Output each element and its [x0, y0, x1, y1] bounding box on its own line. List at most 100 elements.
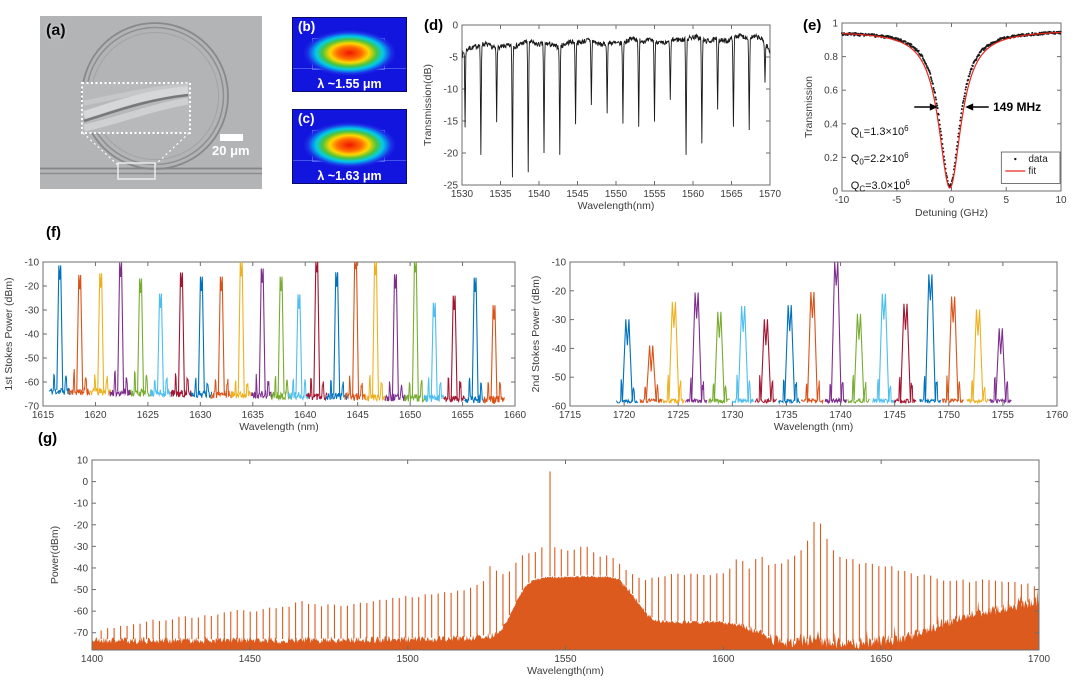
y-tick-label: -70	[25, 402, 40, 413]
noise-trace	[443, 377, 465, 404]
noise-trace	[230, 380, 253, 400]
stokes-traces	[615, 261, 1012, 405]
stokes-peak	[137, 278, 145, 392]
stokes-peak	[76, 274, 84, 391]
noise-trace	[824, 381, 848, 405]
stokes-peak	[177, 272, 185, 393]
noise-trace	[109, 370, 132, 398]
y-tick-label: -20	[74, 520, 89, 531]
inset-waveguide-curve1	[83, 83, 189, 106]
coupling-region-box	[117, 162, 156, 180]
fit-curve	[841, 31, 1062, 189]
noise-trace	[423, 377, 445, 403]
noise-trace	[344, 375, 367, 401]
x-tick-label: 1740	[829, 410, 852, 421]
noise-trace	[662, 374, 685, 405]
noise-trace	[48, 373, 71, 395]
y-axis-label: Transmission(dB)	[422, 64, 434, 146]
noise-trace	[68, 368, 91, 396]
y-tick-label: -10	[552, 258, 567, 269]
first-stokes-chart: 1615 1620 1625 1630 1635 1640 1645 1650 1655 1660…	[3, 258, 527, 434]
x-tick-label: 1555	[643, 189, 666, 200]
axes-frame: -10 -5 0 5 10 0 0.2 0.4 0.6 0.8 1 Detuning (GHz) Tra…	[803, 19, 1067, 220]
panel-c-caption: λ ~1.63 μm	[317, 169, 382, 183]
linewidth-value-text: 149 MHz	[993, 100, 1041, 114]
stokes-traces	[48, 261, 505, 404]
stokes-peak	[97, 273, 105, 391]
callout-line-left	[82, 132, 120, 167]
x-axis-label: Wavelength (nm)	[239, 421, 319, 433]
axes-frame: 1530 1535 1540 1545 1550 1555 1560 1565 1570 0 -5 -…	[422, 21, 782, 213]
noise-trace	[251, 373, 273, 400]
x-tick-label: 10	[1055, 195, 1067, 206]
noise-trace	[305, 377, 328, 402]
stokes-peak	[295, 294, 303, 395]
x-tick-label: 1660	[504, 410, 527, 421]
y-tick-label: -60	[25, 378, 40, 389]
stokes-peak	[924, 274, 936, 401]
x-tick-label: 1650	[870, 654, 893, 665]
stokes-peak	[807, 291, 818, 401]
x-tick-label: -10	[835, 195, 850, 206]
stokes-peak	[900, 303, 911, 401]
stokes-peak	[713, 311, 725, 401]
y-axis-label: 1st Stokes Power (dBm)	[3, 277, 15, 390]
noise-trace	[210, 378, 233, 399]
y-tick-label: 0.8	[824, 52, 838, 63]
x-tick-label: 1550	[605, 189, 628, 200]
inset-waveguide-curve3	[83, 97, 189, 132]
q-factor-text: QL=1.3×106 Q0=2.2×106 QC=3.0×106	[851, 124, 911, 194]
x-axis-label: Detuning (GHz)	[915, 207, 988, 219]
noise-trace	[287, 378, 310, 401]
stokes-peak	[411, 261, 419, 397]
x-tick-label: 1570	[759, 189, 782, 200]
noise-trace	[800, 380, 824, 405]
y-tick-label: -5	[449, 53, 458, 64]
stokes-peak	[853, 313, 865, 401]
legend-label-fit: fit	[1028, 166, 1036, 177]
y-tick-label: 0	[832, 187, 838, 198]
x-tick-label: 1565	[720, 189, 743, 200]
y-tick-label: -10	[25, 258, 40, 269]
x-tick-label: 1560	[682, 189, 705, 200]
transmission-trace	[461, 32, 771, 178]
stokes-peak	[947, 296, 959, 401]
y-tick-label: -40	[552, 344, 567, 355]
second-stokes-chart: 1715 1720 1725 1730 1735 1740 1745 1750 1755 1760…	[530, 258, 1069, 434]
x-tick-label: 1650	[399, 410, 422, 421]
x-tick-label: 1450	[239, 654, 262, 665]
y-tick-label: -10	[74, 499, 89, 510]
noise-trace	[170, 373, 193, 398]
noise-trace	[919, 376, 942, 405]
noise-trace	[404, 379, 426, 403]
y-tick-label: -40	[25, 330, 40, 341]
stokes-peak	[277, 276, 285, 395]
stokes-peak	[645, 345, 657, 401]
noise-trace	[847, 374, 870, 404]
x-tick-label: 1645	[347, 410, 370, 421]
noise-trace	[190, 377, 213, 399]
comb-lines	[100, 471, 1035, 643]
panel-b-caption: λ ~1.55 μm	[317, 77, 382, 91]
stokes-peak	[258, 268, 266, 394]
noise-trace	[482, 381, 505, 404]
scale-bar-text: 20 μm	[212, 143, 250, 158]
axes-frame: 1400 1450 1500 1550 1600 1650 1700 10 0 -10 -20 -30…	[49, 456, 1051, 678]
stokes-peak	[313, 261, 321, 396]
y-axis-label: 2nd Stokes Power (dBm)	[530, 276, 542, 393]
x-tick-label: 0	[949, 195, 955, 206]
x-tick-label: 1400	[81, 654, 104, 665]
noise-trace	[754, 375, 777, 404]
x-tick-label: 1635	[242, 410, 265, 421]
x-tick-label: 1615	[32, 410, 55, 421]
stokes-peak	[878, 293, 890, 401]
stokes-peak	[117, 262, 125, 392]
noise-trace	[89, 374, 112, 396]
comb-spectrum-chart: 1400 1450 1500 1550 1600 1650 1700 10 0 -10 -20 -30…	[49, 456, 1051, 678]
noise-trace	[615, 379, 639, 404]
x-tick-label: 1540	[528, 189, 551, 200]
y-tick-label: -50	[25, 354, 40, 365]
noise-trace	[872, 378, 895, 405]
svg-text:QL=1.3×106: QL=1.3×106	[851, 124, 909, 140]
x-tick-label: 1755	[992, 410, 1015, 421]
